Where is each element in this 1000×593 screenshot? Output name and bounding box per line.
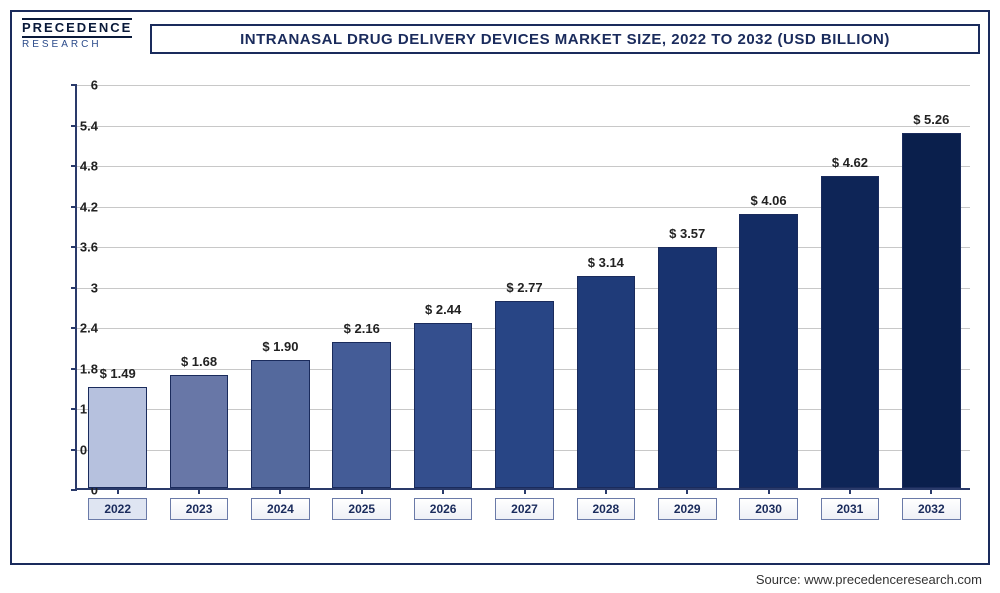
bar-value-label: $ 3.57 — [658, 226, 717, 241]
x-tick — [117, 488, 119, 494]
bar — [577, 276, 636, 488]
x-axis-label: 2026 — [414, 498, 473, 520]
bar — [902, 133, 961, 488]
bar-wrap: $ 1.49 — [88, 83, 147, 488]
bar-wrap: $ 2.44 — [414, 83, 473, 488]
x-axis-label: 2022 — [88, 498, 147, 520]
bar-wrap: $ 4.62 — [821, 83, 880, 488]
x-axis-label: 2024 — [251, 498, 310, 520]
title-bar: INTRANASAL DRUG DELIVERY DEVICES MARKET … — [150, 24, 980, 54]
x-tick — [849, 488, 851, 494]
bar — [251, 360, 310, 488]
bar-wrap: $ 4.06 — [739, 83, 798, 488]
bar-wrap: $ 1.68 — [170, 83, 229, 488]
x-tick — [361, 488, 363, 494]
bar — [170, 375, 229, 488]
x-axis-label: 2029 — [658, 498, 717, 520]
x-tick — [930, 488, 932, 494]
chart-area: 00.61.21.82.433.64.24.85.46$ 1.492022$ 1… — [45, 75, 980, 535]
bar-value-label: $ 1.68 — [170, 354, 229, 369]
x-tick — [768, 488, 770, 494]
logo: PRECEDENCE RESEARCH — [22, 18, 132, 50]
x-axis-label: 2028 — [577, 498, 636, 520]
bar — [739, 214, 798, 488]
x-axis-label: 2027 — [495, 498, 554, 520]
bar-value-label: $ 2.16 — [332, 321, 391, 336]
bar-value-label: $ 1.49 — [88, 366, 147, 381]
x-axis-label: 2030 — [739, 498, 798, 520]
bar — [88, 387, 147, 488]
bar-value-label: $ 4.62 — [821, 155, 880, 170]
bar — [332, 342, 391, 488]
bar — [821, 176, 880, 488]
x-tick — [442, 488, 444, 494]
bar-value-label: $ 1.90 — [251, 339, 310, 354]
bar-value-label: $ 4.06 — [739, 193, 798, 208]
bar-value-label: $ 2.77 — [495, 280, 554, 295]
x-axis-label: 2023 — [170, 498, 229, 520]
bar — [658, 247, 717, 488]
bar-wrap: $ 3.57 — [658, 83, 717, 488]
x-tick — [198, 488, 200, 494]
source-text: Source: www.precedenceresearch.com — [756, 572, 982, 587]
bar-wrap: $ 2.16 — [332, 83, 391, 488]
plot-region: 00.61.21.82.433.64.24.85.46$ 1.492022$ 1… — [75, 85, 970, 490]
x-axis-label: 2025 — [332, 498, 391, 520]
bar-wrap: $ 5.26 — [902, 83, 961, 488]
logo-line1: PRECEDENCE — [22, 18, 132, 38]
bar-wrap: $ 2.77 — [495, 83, 554, 488]
x-tick — [605, 488, 607, 494]
chart-title: INTRANASAL DRUG DELIVERY DEVICES MARKET … — [240, 31, 890, 48]
x-tick — [279, 488, 281, 494]
bar-wrap: $ 1.90 — [251, 83, 310, 488]
bar — [414, 323, 473, 488]
x-axis-label: 2032 — [902, 498, 961, 520]
bar — [495, 301, 554, 488]
x-axis-label: 2031 — [821, 498, 880, 520]
x-tick — [686, 488, 688, 494]
logo-line2: RESEARCH — [22, 38, 132, 50]
bar-wrap: $ 3.14 — [577, 83, 636, 488]
bar-value-label: $ 2.44 — [414, 302, 473, 317]
bar-value-label: $ 5.26 — [902, 112, 961, 127]
x-tick — [524, 488, 526, 494]
bar-value-label: $ 3.14 — [577, 255, 636, 270]
